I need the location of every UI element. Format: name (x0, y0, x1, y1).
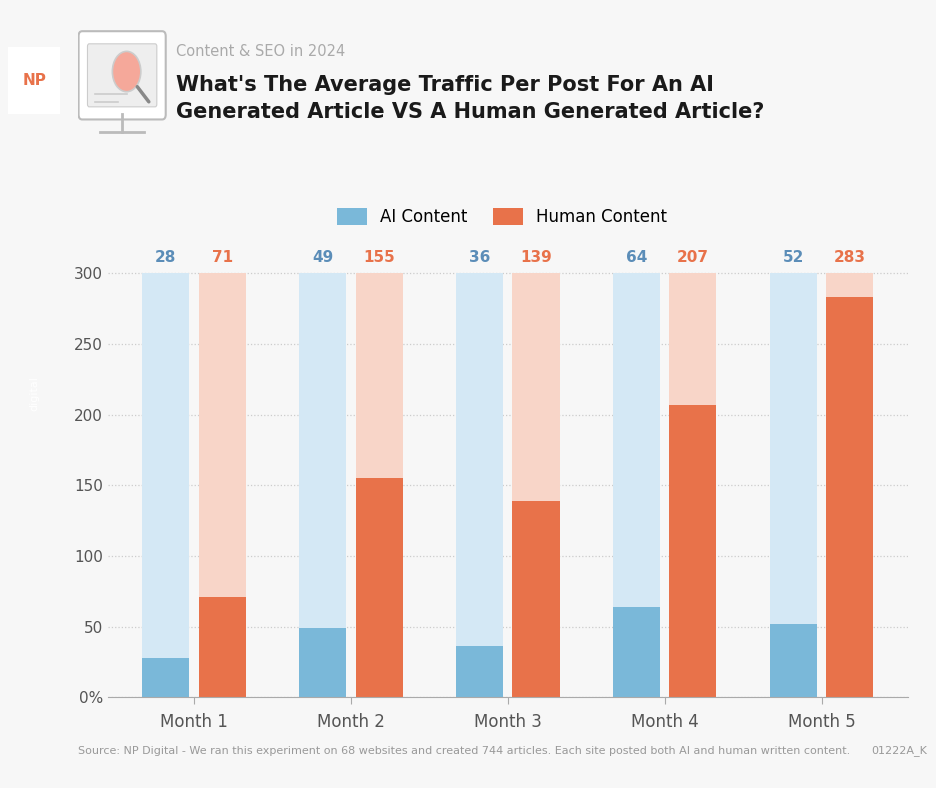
Bar (300, 273, 346, 697)
Bar (826, 273, 873, 697)
Text: 283: 283 (834, 250, 866, 265)
Text: 28: 28 (155, 250, 176, 265)
Text: 139: 139 (520, 250, 552, 265)
Bar (613, 607, 660, 697)
Text: 49: 49 (312, 250, 333, 265)
Bar (356, 478, 402, 697)
Bar (8, 47, 60, 114)
Text: 64: 64 (626, 250, 647, 265)
Bar (513, 501, 560, 697)
Circle shape (112, 51, 140, 91)
Bar (613, 273, 660, 697)
Text: Content & SEO in 2024: Content & SEO in 2024 (176, 43, 345, 59)
Bar (456, 646, 503, 697)
Bar (669, 405, 716, 697)
Bar (300, 628, 346, 697)
Text: 207: 207 (677, 250, 709, 265)
Legend: AI Content, Human Content: AI Content, Human Content (330, 201, 674, 232)
Bar (769, 624, 817, 697)
Bar (198, 597, 246, 697)
Bar (356, 273, 402, 697)
Text: 52: 52 (782, 250, 804, 265)
Text: digital: digital (29, 377, 39, 411)
Bar (669, 273, 716, 697)
Text: 71: 71 (212, 250, 233, 265)
Text: 155: 155 (363, 250, 395, 265)
Bar (142, 273, 189, 697)
Bar (142, 658, 189, 697)
Bar (826, 297, 873, 697)
Text: 36: 36 (469, 250, 490, 265)
Bar (769, 273, 817, 697)
Text: Source: NP Digital - We ran this experiment on 68 websites and created 744 artic: Source: NP Digital - We ran this experim… (78, 746, 850, 756)
Text: NP: NP (22, 73, 46, 88)
Bar (513, 273, 560, 697)
FancyBboxPatch shape (87, 44, 157, 107)
Bar (456, 273, 503, 697)
Bar (198, 273, 246, 697)
FancyBboxPatch shape (79, 32, 166, 120)
Text: What's The Average Traffic Per Post For An AI
Generated Article VS A Human Gener: What's The Average Traffic Per Post For … (176, 76, 765, 121)
Text: 01222A_K: 01222A_K (870, 745, 927, 756)
